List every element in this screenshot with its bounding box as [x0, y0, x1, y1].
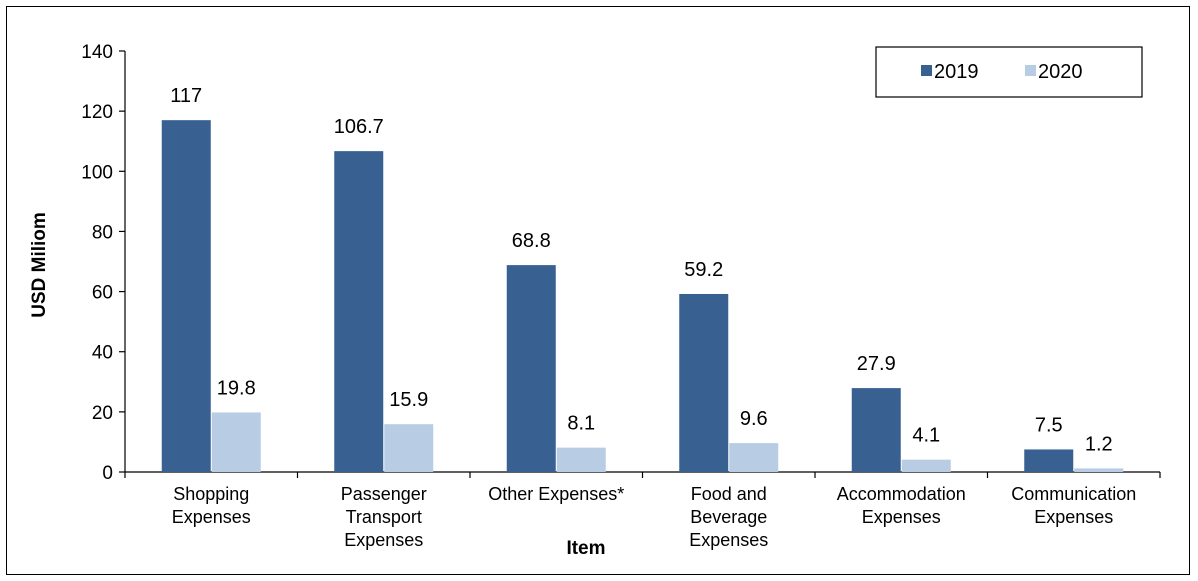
category-labels: Shopping Expenses Passenger Transport Expens…	[172, 484, 1137, 550]
data-label-2019: 59.2	[684, 259, 723, 281]
y-tick-label: 0	[102, 463, 113, 484]
bar-2020	[901, 459, 951, 472]
category-label-line: Expenses	[1034, 507, 1113, 527]
y-tick-label: 80	[92, 222, 113, 243]
legend-label-2020: 2020	[1038, 61, 1083, 83]
bar-2019	[334, 151, 384, 472]
y-tick-label: 20	[92, 403, 113, 424]
data-label-2019: 7.5	[1035, 414, 1063, 436]
y-tick-label: 140	[81, 42, 113, 63]
category-label-line: Expenses	[689, 530, 768, 550]
category-label-line: Shopping	[173, 484, 249, 504]
legend: 2019 2020	[875, 46, 1143, 98]
y-tick-label: 40	[92, 343, 113, 364]
data-label-2020: 19.8	[217, 377, 256, 399]
bar-2019	[679, 293, 729, 472]
bar-2019	[161, 120, 211, 473]
category-label-line: Communication	[1011, 484, 1136, 504]
y-axis-title: USD Miliom	[29, 212, 50, 318]
data-labels: 117 106.7 68.8 59.2 27.9 7.5 19.8 15.9 8.1 9.6 4.1…	[170, 85, 1112, 455]
category-label-line: Food and	[691, 484, 767, 504]
category-label-line: Other Expenses*	[488, 484, 624, 504]
legend-box	[875, 46, 1143, 98]
data-label-2020: 15.9	[389, 389, 428, 411]
y-tick-label: 100	[81, 162, 113, 183]
category-label: Passenger Transport Expenses	[341, 484, 427, 550]
axes: 0 20 40 60 80 100 120 140	[81, 42, 1161, 484]
category-label-line: Beverage	[690, 507, 767, 527]
category-label-line: Transport	[346, 507, 422, 527]
bar-2019	[1024, 449, 1074, 472]
bar-2019	[851, 388, 901, 472]
category-label: Communication Expenses	[1011, 484, 1136, 527]
y-tick-label: 60	[92, 283, 113, 304]
bar-2020	[729, 443, 779, 472]
data-label-2020: 9.6	[740, 408, 768, 430]
category-label-line: Passenger	[341, 484, 427, 504]
data-label-2020: 8.1	[567, 413, 595, 435]
data-label-2020: 4.1	[912, 425, 940, 447]
legend-swatch-2019	[921, 65, 932, 76]
category-label-line: Accommodation	[837, 484, 966, 504]
bar-2020	[556, 447, 606, 472]
data-label-2019: 117	[170, 85, 202, 107]
y-tick-label: 120	[81, 102, 113, 123]
data-label-2019: 106.7	[334, 116, 384, 138]
category-label: Other Expenses*	[488, 484, 624, 504]
category-label-line: Expenses	[172, 507, 251, 527]
category-label: Food and Beverage Expenses	[689, 484, 768, 550]
data-label-2019: 68.8	[512, 230, 551, 252]
legend-swatch-2020	[1025, 65, 1036, 76]
category-label: Accommodation Expenses	[837, 484, 966, 527]
bar-2019	[506, 265, 556, 472]
category-label: Shopping Expenses	[172, 484, 251, 527]
bar-2020	[1074, 468, 1124, 472]
legend-label-2019: 2019	[934, 61, 979, 83]
data-label-2019: 27.9	[857, 353, 896, 375]
bar-2020	[211, 412, 261, 472]
bars	[161, 120, 1124, 473]
category-label-line: Expenses	[344, 530, 423, 550]
data-label-2020: 1.2	[1085, 433, 1113, 455]
x-axis-title: Item	[566, 538, 605, 559]
bar-2020	[384, 424, 434, 472]
category-label-line: Expenses	[862, 507, 941, 527]
